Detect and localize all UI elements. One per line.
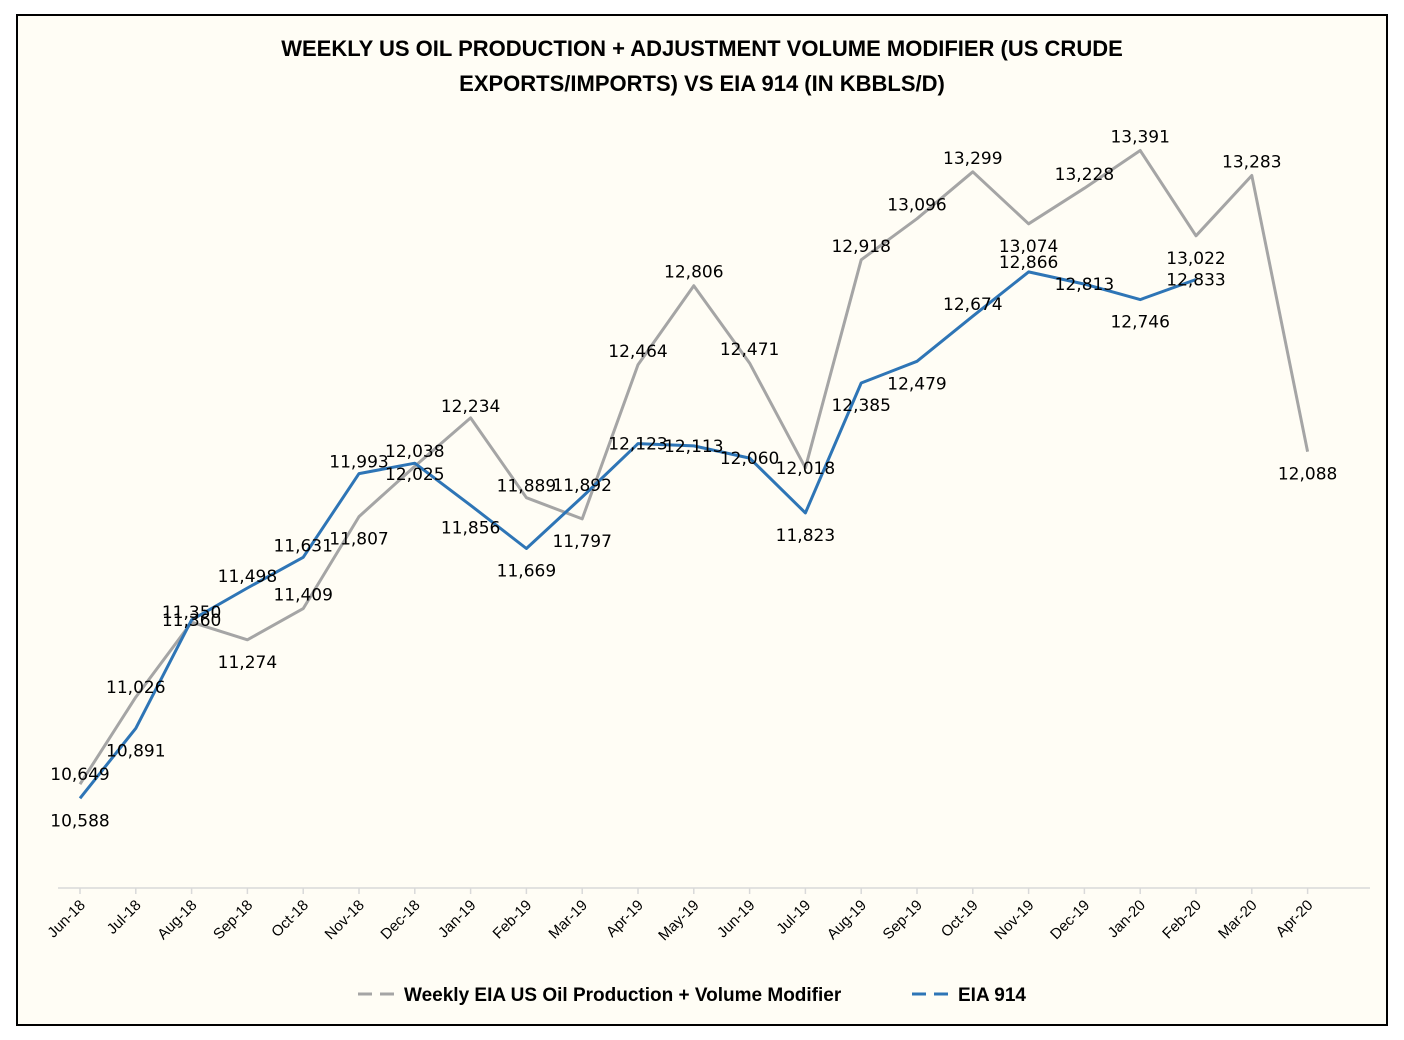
- data-label-eia914: 12,813: [1055, 275, 1114, 295]
- data-label-weekly: 13,022: [1166, 249, 1225, 269]
- chart-title-line-2: EXPORTS/IMPORTS) VS EIA 914 (IN KBBLS/D): [459, 71, 945, 96]
- data-label-weekly: 11,409: [273, 586, 332, 606]
- data-label-weekly: 11,889: [497, 477, 556, 497]
- data-label-weekly: 12,025: [385, 465, 444, 485]
- data-label-weekly: 13,228: [1055, 165, 1114, 185]
- data-label-eia914: 11,498: [218, 567, 277, 587]
- data-label-eia914: 12,038: [385, 442, 444, 462]
- data-label-eia914: 11,856: [441, 518, 500, 538]
- x-tick-label: Oct-19: [938, 897, 982, 941]
- legend-label-weekly: Weekly EIA US Oil Production + Volume Mo…: [404, 985, 842, 1006]
- weekly-production-line: [78, 149, 1310, 786]
- data-label-weekly: 11,807: [329, 530, 388, 550]
- data-label-eia914: 12,123: [608, 435, 667, 455]
- legend: Weekly EIA US Oil Production + Volume Mo…: [358, 985, 1026, 1006]
- series-lines: [78, 149, 1310, 800]
- data-label-eia914: 12,866: [999, 253, 1058, 273]
- data-label-eia914: 12,479: [887, 374, 946, 394]
- data-label-weekly: 13,283: [1222, 152, 1281, 172]
- chart-title-line-1: WEEKLY US OIL PRODUCTION + ADJUSTMENT VO…: [281, 36, 1123, 61]
- x-tick-label: Sep-19: [880, 897, 926, 943]
- x-tick-label: Mar-20: [1215, 897, 1261, 943]
- data-label-weekly: 11,026: [106, 678, 165, 698]
- data-label-weekly: 11,797: [552, 532, 611, 552]
- x-tick-label: Jun-18: [44, 897, 88, 941]
- x-tick-label: Nov-19: [991, 897, 1037, 943]
- data-label-eia914: 11,631: [273, 536, 332, 556]
- line-chart: WEEKLY US OIL PRODUCTION + ADJUSTMENT VO…: [44, 36, 1370, 1006]
- data-label-weekly: 12,234: [441, 397, 500, 417]
- x-tick-label: Jan-19: [435, 897, 479, 941]
- x-tick-label: Dec-18: [377, 897, 423, 943]
- x-tick-label: Oct-18: [268, 897, 312, 941]
- x-tick-label: Jul-18: [104, 897, 145, 938]
- data-label-weekly: 13,391: [1110, 128, 1169, 148]
- x-tick-label: Mar-19: [545, 897, 591, 943]
- data-label-eia914: 11,993: [329, 453, 388, 473]
- x-tick-label: Feb-20: [1159, 897, 1205, 943]
- data-label-eia914: 11,669: [497, 561, 556, 581]
- data-label-weekly: 12,806: [664, 263, 723, 283]
- data-labels: 10,649 11,026 11,350 11,274 11,409 11,807 12,0…: [50, 128, 1337, 832]
- data-label-eia914: 12,746: [1110, 313, 1169, 333]
- x-tick-label: Apr-19: [603, 897, 647, 941]
- data-label-eia914: 10,588: [50, 811, 109, 831]
- data-label-eia914: 11,823: [776, 526, 835, 546]
- data-label-weekly: 12,471: [720, 340, 779, 360]
- data-label-weekly: 12,918: [831, 237, 890, 257]
- x-tick-label: Dec-19: [1047, 897, 1093, 943]
- x-tick-label: Nov-18: [322, 897, 368, 943]
- data-label-weekly: 13,074: [999, 237, 1058, 257]
- data-label-eia914: 11,360: [162, 611, 221, 631]
- data-label-weekly: 12,018: [776, 459, 835, 479]
- data-label-weekly: 12,088: [1278, 465, 1337, 485]
- x-tick-label: Sep-18: [210, 897, 256, 943]
- x-tick-label: May-19: [655, 897, 702, 944]
- x-axis-ticks: Jun-18 Jul-18 Aug-18 Sep-18 Oct-18 Nov-18 Dec-…: [44, 888, 1316, 944]
- x-tick-label: Jan-20: [1105, 897, 1149, 941]
- data-label-eia914: 11,892: [552, 476, 611, 496]
- legend-label-eia914: EIA 914: [958, 985, 1026, 1006]
- data-label-weekly: 13,299: [943, 149, 1002, 169]
- x-tick-label: Aug-19: [824, 897, 870, 943]
- data-label-eia914: 12,060: [720, 449, 779, 469]
- x-tick-label: Jul-19: [773, 897, 814, 938]
- data-label-eia914: 12,833: [1166, 270, 1225, 290]
- data-label-eia914: 12,674: [943, 295, 1002, 315]
- eia-914-line: [78, 270, 1197, 800]
- data-label-weekly: 12,464: [608, 342, 667, 362]
- data-label-weekly: 13,096: [887, 196, 946, 216]
- data-label-eia914: 12,113: [664, 437, 723, 457]
- chart-frame: WEEKLY US OIL PRODUCTION + ADJUSTMENT VO…: [16, 14, 1388, 1026]
- data-label-eia914: 10,891: [106, 741, 165, 761]
- x-tick-label: Aug-18: [154, 897, 200, 943]
- x-tick-label: Feb-19: [490, 897, 536, 943]
- x-tick-label: Jun-19: [714, 897, 758, 941]
- data-label-weekly: 10,649: [50, 765, 109, 785]
- data-label-eia914: 12,385: [831, 396, 890, 416]
- data-label-weekly: 11,274: [218, 653, 277, 673]
- data-label-weekly: 11,350: [162, 603, 221, 623]
- x-tick-label: Apr-20: [1273, 897, 1317, 941]
